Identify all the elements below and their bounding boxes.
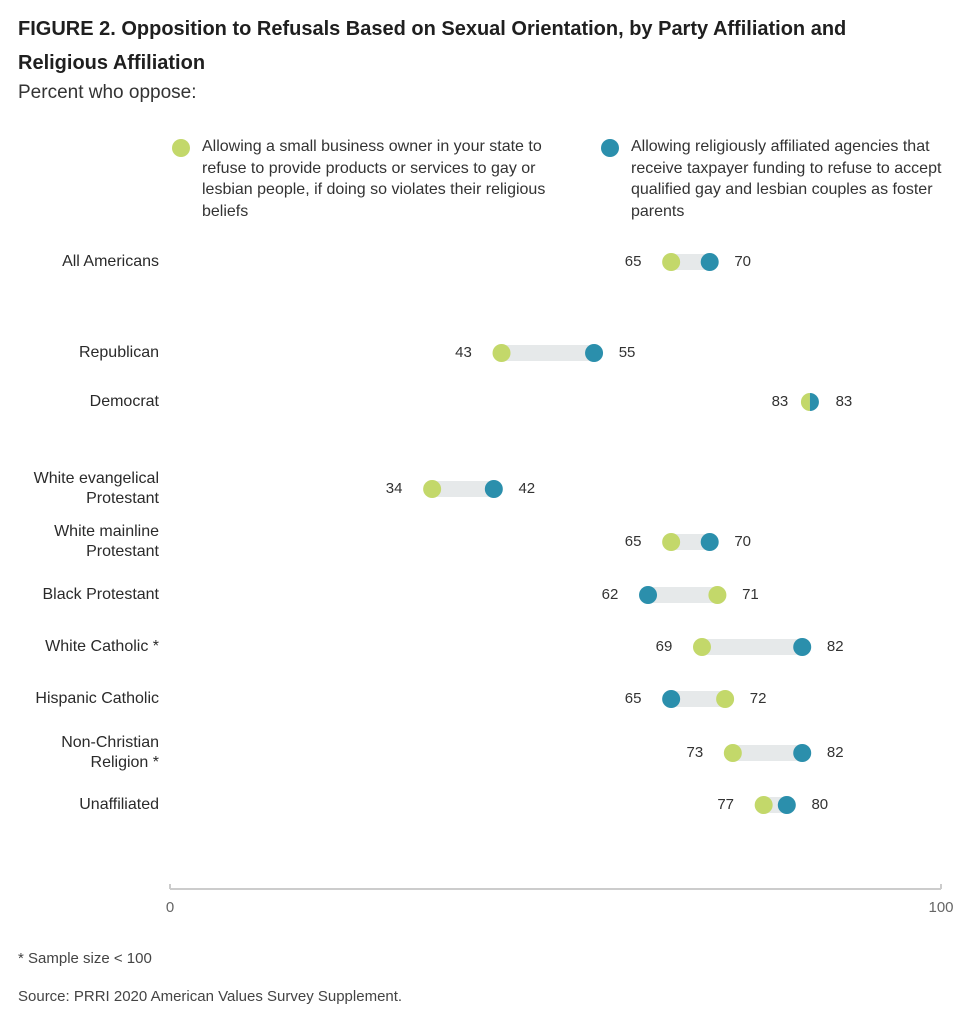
dot-foster-agencies bbox=[700, 533, 719, 551]
dot-foster-agencies bbox=[585, 344, 604, 362]
value-label-small-business: 69 bbox=[656, 638, 673, 655]
footnote: * Sample size < 100 bbox=[18, 950, 152, 967]
dot-small-business bbox=[723, 744, 742, 762]
row-label: White evangelical bbox=[34, 470, 159, 487]
row-label: All Americans bbox=[62, 253, 159, 270]
dot-small-business bbox=[662, 253, 681, 271]
value-label-foster-agencies: 83 bbox=[836, 393, 853, 410]
dot-small-business bbox=[708, 586, 727, 604]
row-label: Hispanic Catholic bbox=[35, 690, 159, 707]
x-tick-label: 0 bbox=[166, 899, 174, 916]
dot-small-business bbox=[800, 393, 810, 411]
value-label-foster-agencies: 62 bbox=[602, 586, 619, 603]
dot-foster-agencies bbox=[793, 638, 812, 656]
row-label: Protestant bbox=[86, 543, 159, 560]
value-label-foster-agencies: 42 bbox=[518, 480, 535, 497]
value-label-small-business: 43 bbox=[455, 344, 472, 361]
connector-bar bbox=[732, 745, 803, 761]
value-label-foster-agencies: 55 bbox=[619, 344, 636, 361]
dot-small-business bbox=[754, 796, 773, 814]
row-label: Black Protestant bbox=[43, 586, 160, 603]
dot-small-business bbox=[662, 533, 681, 551]
legend-item-foster-agencies: Allowing religiously affiliated agencies… bbox=[601, 136, 951, 222]
legend-label-small-business: Allowing a small business owner in your … bbox=[202, 138, 546, 220]
chart-subtitle: Percent who oppose: bbox=[18, 82, 197, 103]
connector-bar bbox=[432, 481, 494, 497]
dot-small-business bbox=[423, 480, 442, 498]
dot-small-business bbox=[492, 344, 511, 362]
dot-small-business bbox=[716, 690, 735, 708]
dot-small-business bbox=[692, 638, 711, 656]
value-label-foster-agencies: 65 bbox=[625, 690, 642, 707]
row-label: Democrat bbox=[90, 393, 160, 410]
dumbbell-chart: All Americans 65 70 Republican 43 55 Democrat 8… bbox=[34, 253, 954, 916]
row-label: Republican bbox=[79, 344, 159, 361]
row-label: Protestant bbox=[86, 490, 159, 507]
row-label: White mainline bbox=[54, 523, 159, 540]
connector-bar bbox=[671, 254, 710, 270]
value-label-foster-agencies: 70 bbox=[734, 533, 751, 550]
chart-title: FIGURE 2. Opposition to Refusals Based o… bbox=[18, 18, 847, 74]
source-note: Source: PRRI 2020 American Values Survey… bbox=[18, 988, 403, 1005]
value-label-small-business: 65 bbox=[625, 253, 642, 270]
dot-foster-agencies bbox=[777, 796, 796, 814]
dot-foster-agencies bbox=[484, 480, 503, 498]
dot-foster-agencies bbox=[793, 744, 812, 762]
dot-foster-agencies bbox=[662, 690, 681, 708]
connector-bar bbox=[701, 639, 803, 655]
connector-bar bbox=[671, 691, 726, 707]
row-label: White Catholic * bbox=[45, 638, 159, 655]
dot-foster-agencies bbox=[639, 586, 658, 604]
value-label-foster-agencies: 70 bbox=[734, 253, 751, 270]
value-label-small-business: 83 bbox=[772, 393, 789, 410]
value-label-small-business: 71 bbox=[742, 586, 759, 603]
dot-foster-agencies bbox=[700, 253, 719, 271]
value-label-small-business: 73 bbox=[686, 744, 703, 761]
value-label-foster-agencies: 82 bbox=[827, 638, 844, 655]
dot-foster-agencies bbox=[809, 393, 819, 411]
legend-swatch-foster-agencies bbox=[601, 139, 619, 157]
x-tick-label: 100 bbox=[928, 899, 953, 916]
value-label-foster-agencies: 80 bbox=[811, 796, 828, 813]
row-label: Religion * bbox=[91, 754, 159, 771]
connector-bar bbox=[501, 345, 595, 361]
value-label-small-business: 34 bbox=[386, 480, 403, 497]
connector-bar bbox=[671, 534, 710, 550]
value-label-small-business: 72 bbox=[750, 690, 767, 707]
value-label-foster-agencies: 82 bbox=[827, 744, 844, 761]
connector-bar bbox=[648, 587, 718, 603]
value-label-small-business: 77 bbox=[717, 796, 734, 813]
row-label: Non-Christian bbox=[61, 734, 159, 751]
legend-label-foster-agencies: Allowing religiously affiliated agencies… bbox=[631, 138, 942, 220]
legend-item-small-business: Allowing a small business owner in your … bbox=[172, 136, 582, 222]
value-label-small-business: 65 bbox=[625, 533, 642, 550]
row-label: Unaffiliated bbox=[79, 796, 159, 813]
legend-swatch-small-business bbox=[172, 139, 190, 157]
